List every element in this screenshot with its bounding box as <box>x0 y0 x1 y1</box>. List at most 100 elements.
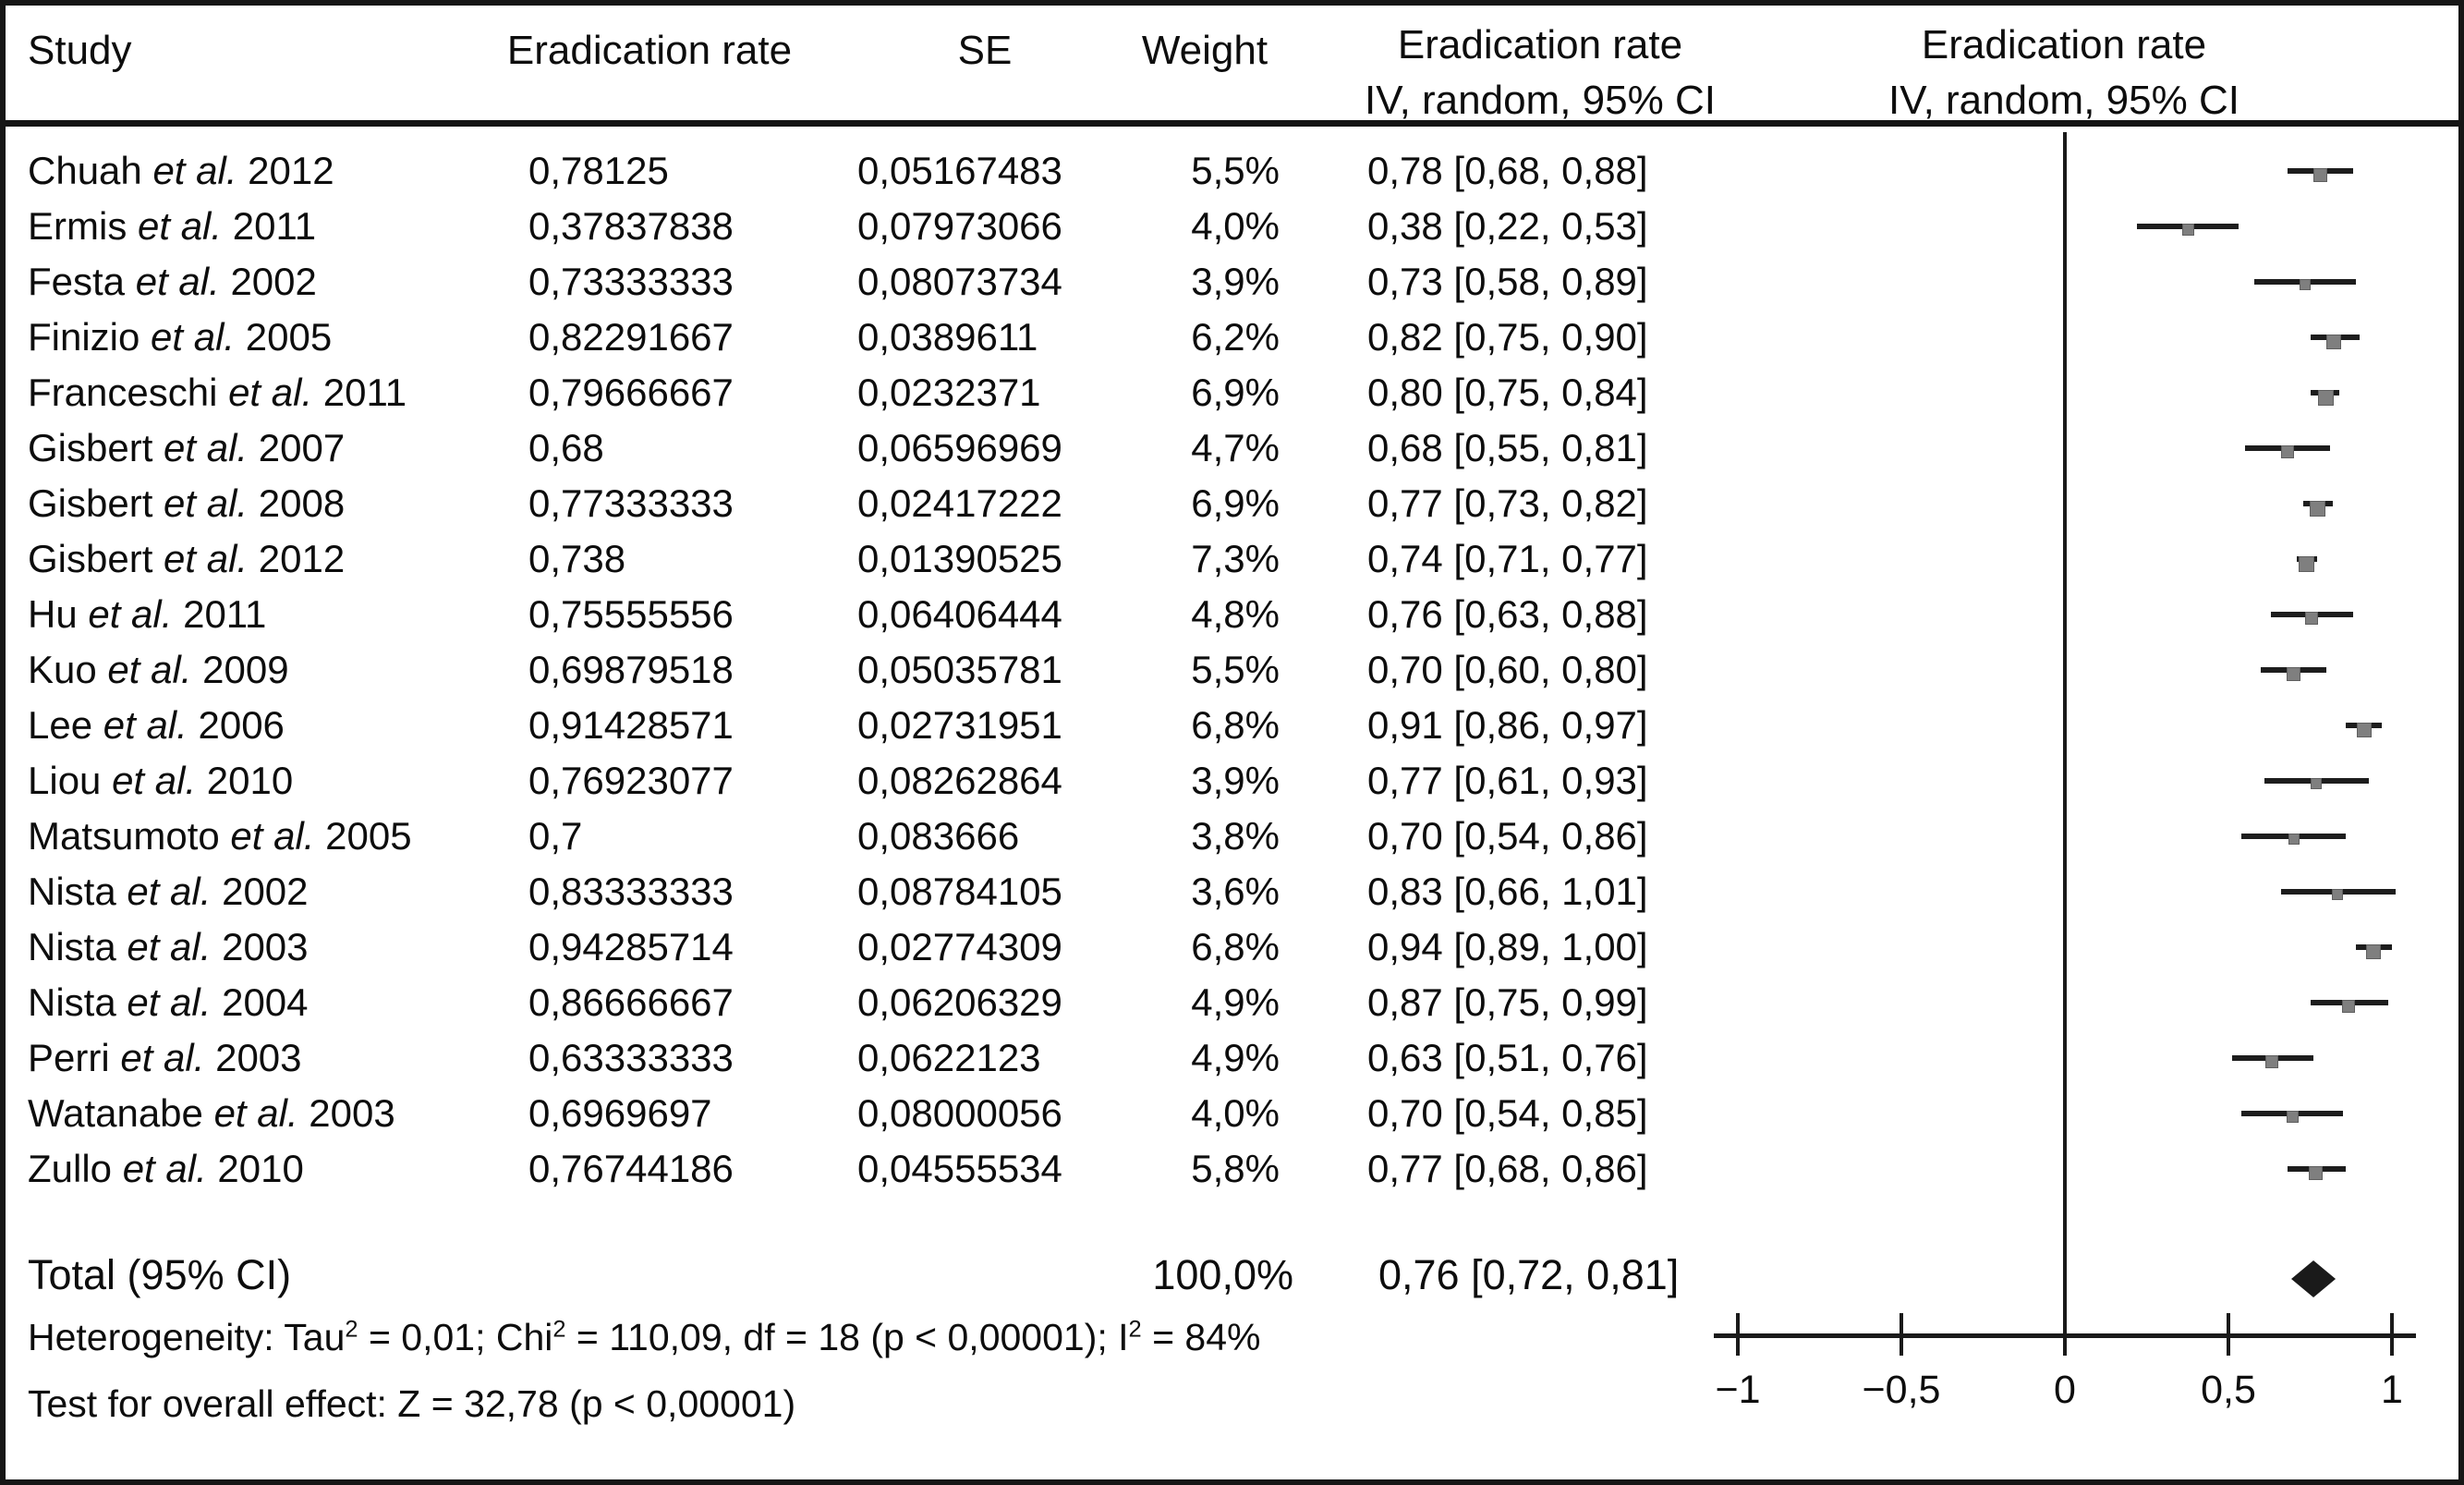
x-axis-tick <box>1736 1313 1740 1356</box>
heterogeneity-text: Heterogeneity: Tau2 = 0,01; Chi2 = 110,0… <box>28 1316 1261 1358</box>
point-estimate-marker <box>2365 944 2381 959</box>
study-label: Nista et al. 2004 <box>28 980 309 1024</box>
rate-value: 0,68 <box>528 426 604 469</box>
point-estimate-marker <box>2305 612 2319 625</box>
rate-value: 0,78125 <box>528 149 669 192</box>
study-label: Matsumoto et al. 2005 <box>28 814 412 858</box>
rate-value: 0,86666667 <box>528 980 734 1024</box>
weight-value: 4,7% <box>1191 426 1280 469</box>
weight-value: 4,9% <box>1191 980 1280 1024</box>
et-al-italic: et al. <box>112 759 197 802</box>
point-estimate-marker <box>2313 168 2328 182</box>
se-value: 0,02731951 <box>857 703 1062 747</box>
col-header-ci-title: Eradication rate <box>1397 22 1683 67</box>
x-axis-tick-label: 1 <box>2381 1368 2403 1412</box>
se-value: 0,06596969 <box>857 426 1062 469</box>
ci-value: 0,77 [0,68, 0,86] <box>1367 1147 1648 1190</box>
ci-value: 0,80 [0,75, 0,84] <box>1367 371 1648 414</box>
weight-value: 5,5% <box>1191 648 1280 691</box>
se-value: 0,0389611 <box>857 315 1038 359</box>
weight-value: 4,8% <box>1191 592 1280 636</box>
study-label: Nista et al. 2003 <box>28 925 309 968</box>
weight-value: 6,8% <box>1191 703 1280 747</box>
point-estimate-marker <box>2356 723 2372 737</box>
point-estimate-marker <box>2341 1000 2355 1013</box>
x-axis-tick <box>2063 1313 2067 1356</box>
point-estimate-marker <box>2310 501 2326 517</box>
rate-value: 0,94285714 <box>528 925 734 968</box>
col-header-ci-subtitle: IV, random, 95% CI <box>1365 78 1716 123</box>
weight-value: 5,5% <box>1191 149 1280 192</box>
ci-value: 0,91 [0,86, 0,97] <box>1367 703 1648 747</box>
et-al-italic: et al. <box>164 426 249 469</box>
study-label: Lee et al. 2006 <box>28 703 285 747</box>
ci-value: 0,77 [0,73, 0,82] <box>1367 481 1648 525</box>
weight-value: 5,8% <box>1191 1147 1280 1190</box>
et-al-italic: et al. <box>103 703 188 747</box>
et-al-italic: et al. <box>164 537 249 580</box>
point-estimate-marker <box>2309 1166 2324 1180</box>
point-estimate-marker <box>2298 556 2314 572</box>
ci-value: 0,82 [0,75, 0,90] <box>1367 315 1648 359</box>
se-value: 0,08784105 <box>857 870 1062 913</box>
study-label: Gisbert et al. 2008 <box>28 481 346 525</box>
se-value: 0,07973066 <box>857 204 1062 248</box>
total-label: Total (95% CI) <box>28 1251 292 1298</box>
ci-value: 0,94 [0,89, 1,00] <box>1367 925 1648 968</box>
ci-value: 0,83 [0,66, 1,01] <box>1367 870 1648 913</box>
et-al-italic: et al. <box>213 1091 298 1135</box>
rate-value: 0,76923077 <box>528 759 734 802</box>
point-estimate-marker <box>2286 667 2300 681</box>
study-label: Gisbert et al. 2012 <box>28 537 346 580</box>
x-axis-tick-label: 0 <box>2054 1368 2076 1412</box>
rate-value: 0,63333333 <box>528 1036 734 1079</box>
et-al-italic: et al. <box>120 1036 205 1079</box>
col-header-se: SE <box>957 28 1013 73</box>
point-estimate-marker <box>2317 390 2334 406</box>
se-value: 0,083666 <box>857 814 1020 858</box>
ci-value: 0,73 [0,58, 0,89] <box>1367 260 1648 303</box>
point-estimate-marker <box>2288 834 2300 845</box>
rate-value: 0,76744186 <box>528 1147 734 1190</box>
weight-value: 3,6% <box>1191 870 1280 913</box>
rate-value: 0,6969697 <box>528 1091 712 1135</box>
overall-effect-text: Test for overall effect: Z = 32,78 (p < … <box>28 1382 796 1425</box>
col-header-plot-title: Eradication rate <box>1921 22 2207 67</box>
study-label: Ermis et al. 2011 <box>28 204 317 248</box>
weight-value: 4,0% <box>1191 204 1280 248</box>
study-label: Kuo et al. 2009 <box>28 648 289 691</box>
et-al-italic: et al. <box>164 481 249 525</box>
study-label: Nista et al. 2002 <box>28 870 309 913</box>
se-value: 0,02774309 <box>857 925 1062 968</box>
point-estimate-marker <box>2332 889 2343 900</box>
rate-value: 0,91428571 <box>528 703 734 747</box>
weight-value: 6,8% <box>1191 925 1280 968</box>
col-header-plot-subtitle: IV, random, 95% CI <box>1888 78 2239 123</box>
et-al-italic: et al. <box>228 371 313 414</box>
rate-value: 0,82291667 <box>528 315 734 359</box>
point-estimate-marker <box>2265 1055 2279 1068</box>
col-header-eradication-rate: Eradication rate <box>506 28 793 73</box>
et-al-italic: et al. <box>122 1147 207 1190</box>
et-al-italic: et al. <box>151 315 236 359</box>
ci-value: 0,70 [0,54, 0,85] <box>1367 1091 1648 1135</box>
x-axis-tick <box>2390 1313 2394 1356</box>
ci-value: 0,76 [0,63, 0,88] <box>1367 592 1648 636</box>
study-label: Finizio et al. 2005 <box>28 315 333 359</box>
rate-value: 0,69879518 <box>528 648 734 691</box>
rate-value: 0,37837838 <box>528 204 734 248</box>
se-value: 0,01390525 <box>857 537 1062 580</box>
se-value: 0,05035781 <box>857 648 1062 691</box>
rate-value: 0,738 <box>528 537 626 580</box>
se-value: 0,08000056 <box>857 1091 1062 1135</box>
total-ci: 0,76 [0,72, 0,81] <box>1378 1251 1680 1298</box>
ci-value: 0,70 [0,54, 0,86] <box>1367 814 1648 858</box>
et-al-italic: et al. <box>127 980 212 1024</box>
study-label: Festa et al. 2002 <box>28 260 317 303</box>
rate-value: 0,77333333 <box>528 481 734 525</box>
study-label: Franceschi et al. 2011 <box>28 371 407 414</box>
zero-line <box>2063 132 2067 1338</box>
study-label: Liou et al. 2010 <box>28 759 294 802</box>
se-value: 0,02417222 <box>857 481 1062 525</box>
study-label: Perri et al. 2003 <box>28 1036 302 1079</box>
